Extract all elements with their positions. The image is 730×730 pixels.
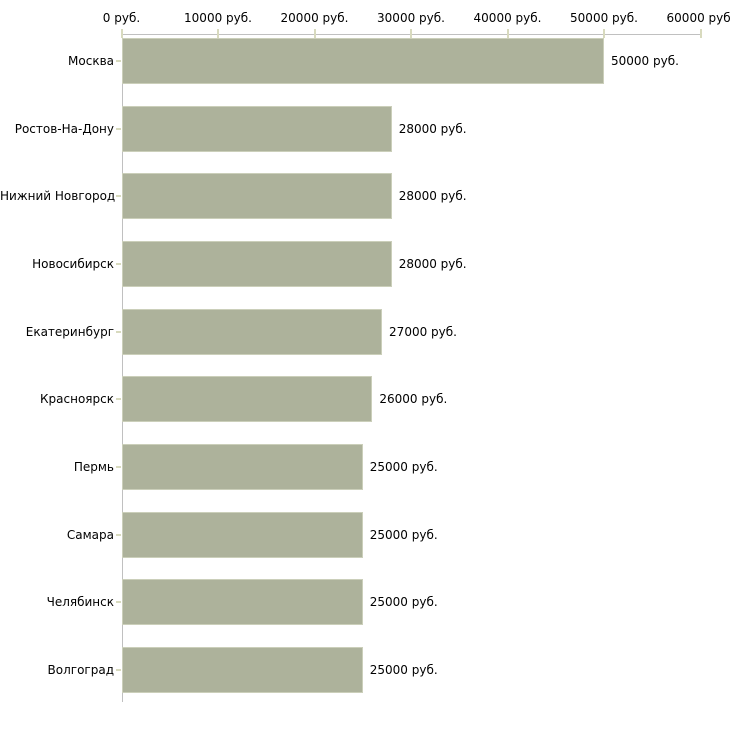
bar: [122, 443, 363, 490]
bar: [122, 240, 392, 287]
bar: [122, 376, 373, 423]
category-label: Екатеринбург: [25, 324, 114, 339]
x-axis-tick-mark: [410, 29, 412, 38]
category-label: Москва: [68, 54, 114, 68]
bar: [122, 579, 363, 626]
bar: [122, 38, 604, 84]
value-label: 28000 руб.: [398, 256, 467, 271]
value-label: 26000 руб.: [379, 392, 448, 407]
x-axis-tick-mark: [506, 29, 509, 38]
value-label: 25000 руб.: [369, 527, 438, 542]
value-label: 25000 руб.: [369, 595, 438, 610]
bar: [122, 646, 363, 693]
x-axis-tick-mark: [699, 29, 702, 38]
category-label: Нижний Новгород: [0, 189, 116, 204]
y-axis-tick-mark: [116, 127, 121, 130]
x-axis-tick-label: 40000 руб.: [473, 11, 542, 25]
x-axis-tick-label: 30000 руб.: [377, 11, 445, 25]
y-axis-tick-mark: [116, 195, 121, 198]
y-axis-tick-mark: [116, 601, 121, 604]
category-label: Волгоград: [47, 662, 114, 677]
y-axis-tick-mark: [116, 533, 121, 536]
value-label: 25000 руб.: [369, 662, 438, 677]
bar: [122, 173, 392, 220]
value-label: 25000 руб.: [369, 459, 438, 474]
category-label: Красноярск: [40, 392, 114, 407]
y-axis-tick-mark: [116, 262, 121, 265]
category-label: Пермь: [73, 459, 114, 474]
value-label: 28000 руб.: [398, 121, 467, 136]
bar: [122, 511, 363, 558]
value-label: 28000 руб.: [398, 189, 467, 204]
y-axis-tick-mark: [116, 330, 121, 333]
x-axis-tick-label: 50000 руб.: [570, 11, 638, 25]
category-label: Челябинск: [46, 595, 114, 610]
bar: [122, 308, 383, 355]
x-axis-tick-mark: [603, 29, 605, 38]
value-label: 27000 руб.: [389, 324, 457, 339]
x-axis-tick-label: 0 руб.: [102, 11, 141, 25]
category-label: Ростов-На-Дону: [14, 121, 114, 136]
x-axis-tick-label: 10000 руб.: [184, 11, 252, 25]
category-label: Самара: [66, 527, 114, 542]
y-axis-tick-mark: [116, 398, 121, 401]
y-axis-line: [121, 33, 123, 702]
x-axis-tick-mark: [217, 29, 219, 38]
category-label: Новосибирск: [32, 256, 114, 271]
y-axis-tick-mark: [116, 465, 121, 468]
x-axis-tick-mark: [313, 29, 316, 38]
y-axis-tick-mark: [116, 668, 121, 671]
x-axis-tick-label: 60000 руб.: [666, 11, 730, 25]
x-axis-tick-label: 20000 руб.: [280, 11, 349, 25]
bar: [122, 105, 392, 152]
y-axis-tick-mark: [116, 60, 121, 62]
value-label: 50000 руб.: [611, 54, 679, 68]
x-axis-tick-mark: [120, 29, 123, 38]
